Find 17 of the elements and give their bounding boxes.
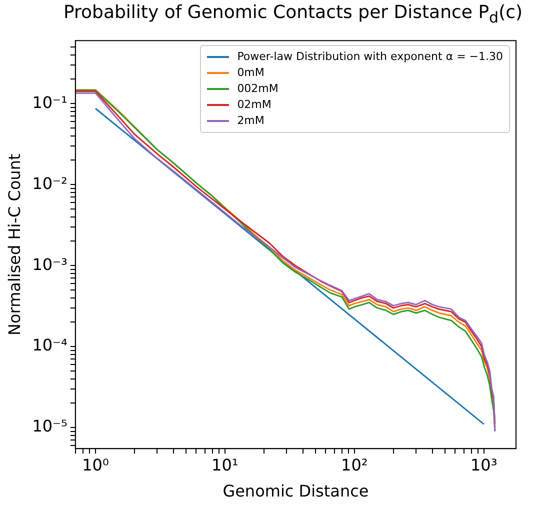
- x-tick-label: 10¹: [212, 455, 238, 474]
- y-tick-label: 10⁻¹: [32, 92, 68, 112]
- legend-label: 02mM: [237, 98, 272, 112]
- y-axis-title: Normalised Hi-C Count: [4, 154, 24, 336]
- chart-title: Probability of Genomic Contacts per Distance P$_{d}$(c): [62, 2, 524, 27]
- legend-label: 2mM: [237, 114, 264, 128]
- legend-label: 0mM: [237, 66, 264, 80]
- legend-label: 002mM: [237, 82, 278, 96]
- x-tick-label: 10²: [341, 455, 368, 474]
- x-tick-label: 10³: [470, 455, 498, 474]
- y-tick-label: 10⁻⁴: [32, 336, 68, 355]
- y-tick-label: 10⁻²: [32, 174, 68, 193]
- legend-label: Power-law Distribution with exponent α = −1.30: [237, 50, 503, 64]
- x-axis-title: Genomic Distance: [222, 482, 369, 501]
- y-tick-label: 10⁻⁵: [32, 416, 68, 436]
- y-tick-label: 10⁻³: [32, 254, 68, 274]
- x-tick-label: 10⁰: [82, 455, 109, 474]
